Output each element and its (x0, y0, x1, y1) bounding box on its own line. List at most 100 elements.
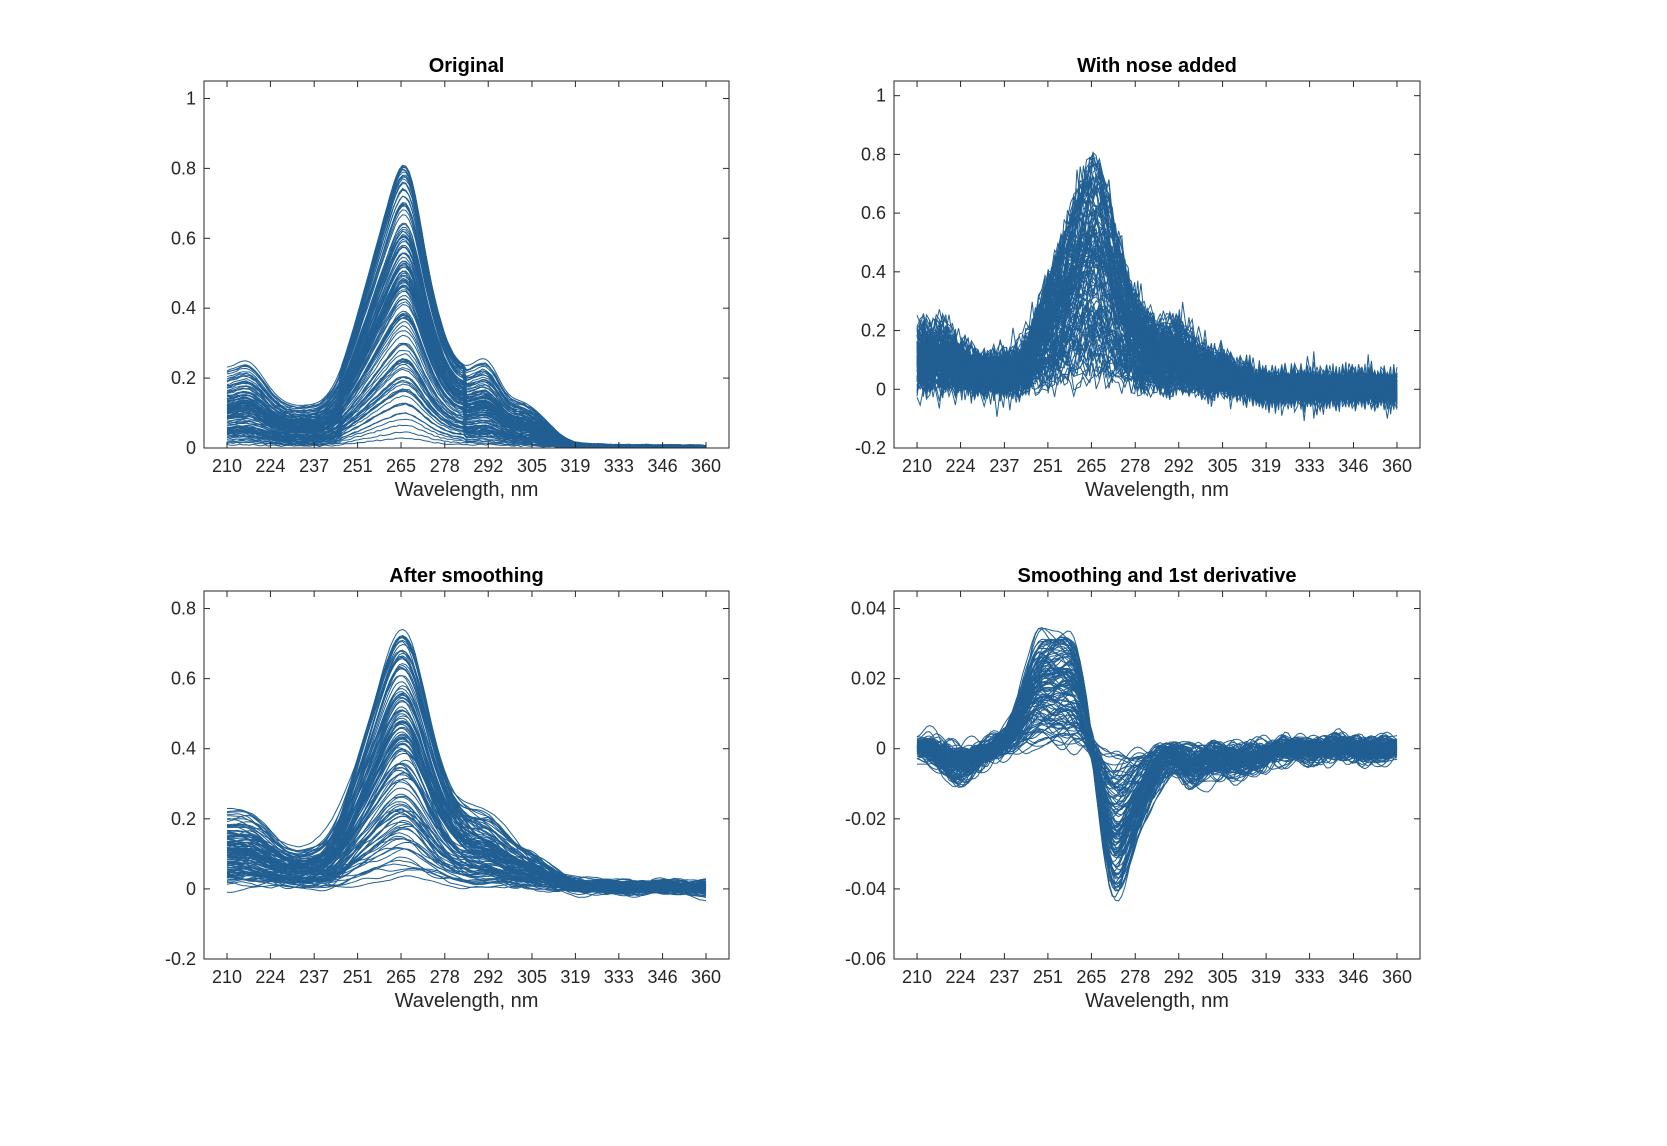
y-tick-label: -0.02 (845, 809, 886, 829)
x-tick-label: 346 (648, 967, 678, 987)
x-tick-label: 224 (255, 967, 285, 987)
x-tick-label: 278 (430, 967, 460, 987)
x-tick-label: 305 (1208, 967, 1238, 987)
x-axis-label: Wavelength, nm (1085, 479, 1229, 501)
y-tick-label: 0.2 (861, 321, 886, 341)
y-tick-label: 0.2 (171, 368, 196, 388)
y-tick-label: 0.2 (171, 809, 196, 829)
y-tick-label: 0.8 (171, 158, 196, 178)
y-tick-label: 0 (876, 739, 886, 759)
y-tick-label: -0.06 (845, 949, 886, 969)
x-tick-label: 210 (212, 456, 242, 476)
x-tick-label: 292 (1164, 456, 1194, 476)
x-tick-label: 251 (1033, 967, 1063, 987)
x-tick-label: 305 (1208, 456, 1238, 476)
spectrum-line-117 (916, 686, 1398, 836)
axes-box (203, 590, 730, 960)
spectra-lines (226, 628, 707, 902)
x-tick-label: 333 (604, 967, 634, 987)
y-tick-label: 0 (186, 438, 196, 458)
spectrum-line-96 (916, 345, 1398, 403)
x-tick-label: 224 (946, 456, 976, 476)
x-tick-label: 251 (343, 456, 373, 476)
y-tick-label: -0.2 (855, 438, 886, 458)
x-tick-label: 278 (1120, 967, 1150, 987)
y-tick-label: 0.4 (861, 262, 886, 282)
x-tick-label: 319 (1251, 456, 1281, 476)
y-tick-label: 0 (186, 879, 196, 899)
spectrum-line-70 (226, 801, 707, 894)
spectrum-line-115 (226, 175, 707, 447)
spectra-lines (226, 164, 707, 448)
x-tick-label: 360 (1382, 456, 1412, 476)
y-tick-label: 1 (186, 88, 196, 108)
spectrum-line-113 (916, 653, 1398, 871)
y-tick-label: 0.4 (171, 298, 196, 318)
plot-title: After smoothing (389, 565, 543, 587)
x-tick-label: 319 (1251, 967, 1281, 987)
y-tick-label: 1 (876, 86, 886, 106)
y-tick-label: 0.8 (171, 599, 196, 619)
x-tick-label: 237 (299, 456, 329, 476)
plot-area (204, 591, 729, 959)
x-tick-label: 251 (343, 967, 373, 987)
y-tick-label: 0.4 (171, 739, 196, 759)
x-tick-label: 224 (946, 967, 976, 987)
x-tick-label: 265 (386, 967, 416, 987)
plot-title: Smoothing and 1st derivative (1018, 565, 1297, 587)
spectrum-line-120 (916, 690, 1398, 808)
axes-box (893, 590, 1421, 960)
x-tick-label: 346 (1338, 456, 1368, 476)
spectrum-line-118 (916, 708, 1398, 783)
x-tick-label: 237 (989, 967, 1019, 987)
axes-box (203, 80, 730, 449)
spectrum-line-120 (226, 317, 707, 448)
subplot-3: 210 224 237 251 265 278 292 305 319 333 346 360 -0.2… (165, 565, 730, 1012)
spectrum-line-109 (916, 231, 1398, 409)
x-tick-label: 346 (1338, 967, 1368, 987)
spectrum-line-120 (226, 769, 707, 893)
y-tick-label: 0.6 (861, 203, 886, 223)
x-tick-label: 333 (1295, 456, 1325, 476)
spectrum-line-106 (916, 669, 1398, 838)
spectrum-line-119 (226, 737, 707, 890)
x-tick-label: 346 (648, 456, 678, 476)
plot-title: Original (429, 55, 505, 77)
spectrum-line-118 (226, 835, 707, 895)
x-tick-label: 292 (1164, 967, 1194, 987)
spectra-lines (916, 151, 1398, 421)
y-tick-label: 0.6 (171, 228, 196, 248)
spectrum-line-81 (227, 819, 707, 896)
x-tick-label: 265 (1076, 967, 1106, 987)
spectrum-line-112 (916, 699, 1398, 805)
x-tick-label: 210 (902, 967, 932, 987)
x-tick-label: 292 (473, 456, 503, 476)
y-tick-label: -0.04 (845, 879, 886, 899)
spectrum-line-115 (227, 640, 707, 893)
spectrum-line-119 (916, 247, 1398, 409)
spectrum-line-118 (916, 327, 1398, 412)
x-tick-label: 278 (430, 456, 460, 476)
spectra-lines (916, 627, 1398, 902)
spectrum-line-111 (916, 735, 1398, 769)
x-tick-label: 292 (473, 967, 503, 987)
x-tick-label: 305 (517, 456, 547, 476)
y-tick-label: 0.04 (851, 599, 886, 619)
y-tick-label: 0.6 (171, 669, 196, 689)
x-tick-label: 237 (299, 967, 329, 987)
x-tick-label: 319 (560, 456, 590, 476)
spectrum-line-120 (916, 275, 1398, 405)
x-tick-label: 333 (604, 456, 634, 476)
x-axis-label: Wavelength, nm (1085, 990, 1229, 1012)
x-tick-label: 265 (386, 456, 416, 476)
x-axis-label: Wavelength, nm (395, 479, 539, 501)
plot-title: With nose added (1077, 55, 1237, 77)
x-tick-label: 251 (1033, 456, 1063, 476)
y-tick-label: 0 (876, 379, 886, 399)
x-tick-label: 360 (1382, 967, 1412, 987)
axes-box (893, 80, 1421, 449)
spectrum-line-115 (916, 638, 1398, 885)
x-tick-label: 210 (212, 967, 242, 987)
y-tick-label: 0.8 (861, 144, 886, 164)
